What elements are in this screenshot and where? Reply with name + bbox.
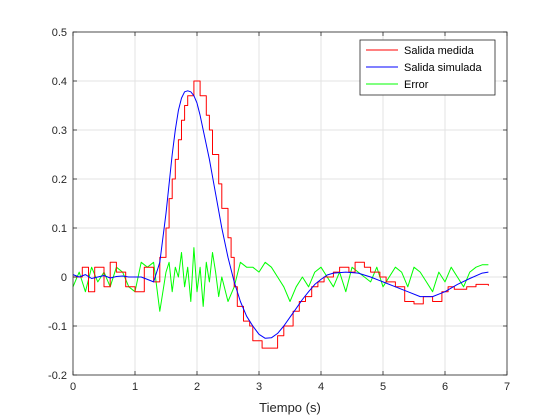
x-tick-label: 0 xyxy=(70,381,76,393)
x-tick-label: 6 xyxy=(442,381,448,393)
legend-label-salida-simulada: Salida simulada xyxy=(404,62,483,74)
y-tick-label: 0.2 xyxy=(52,174,67,186)
x-tick-label: 7 xyxy=(504,381,510,393)
x-tick-label: 3 xyxy=(256,381,262,393)
series-line-error xyxy=(72,247,489,312)
series-line-salida-medida xyxy=(73,80,489,349)
tick-marks xyxy=(72,31,508,376)
x-tick-label: 4 xyxy=(318,381,324,393)
y-tick-label: -0.2 xyxy=(48,370,67,382)
x-tick-label: 5 xyxy=(380,381,386,393)
series-line-salida-simulada xyxy=(72,90,489,339)
y-tick-label: 0.4 xyxy=(52,76,67,88)
x-tick-label: 1 xyxy=(132,381,138,393)
axes-box xyxy=(72,31,508,376)
y-tick-labels: -0.2 -0.1 0 0.1 0.2 0.3 0.4 0.5 xyxy=(48,27,67,382)
series-layer xyxy=(72,80,489,349)
legend: Salida medida Salida simulada Error xyxy=(359,39,496,96)
legend-label-error: Error xyxy=(404,79,429,91)
x-axis-label: Tiempo (s) xyxy=(259,400,321,415)
y-tick-label: 0.1 xyxy=(52,223,67,235)
y-tick-label: 0 xyxy=(61,272,67,284)
y-tick-label: -0.1 xyxy=(48,321,67,333)
x-tick-labels: 0 1 2 3 4 5 6 7 xyxy=(70,381,510,393)
y-tick-label: 0.3 xyxy=(52,125,67,137)
y-tick-label: 0.5 xyxy=(52,27,67,39)
x-tick-label: 2 xyxy=(194,381,200,393)
legend-label-salida-medida: Salida medida xyxy=(404,45,475,57)
